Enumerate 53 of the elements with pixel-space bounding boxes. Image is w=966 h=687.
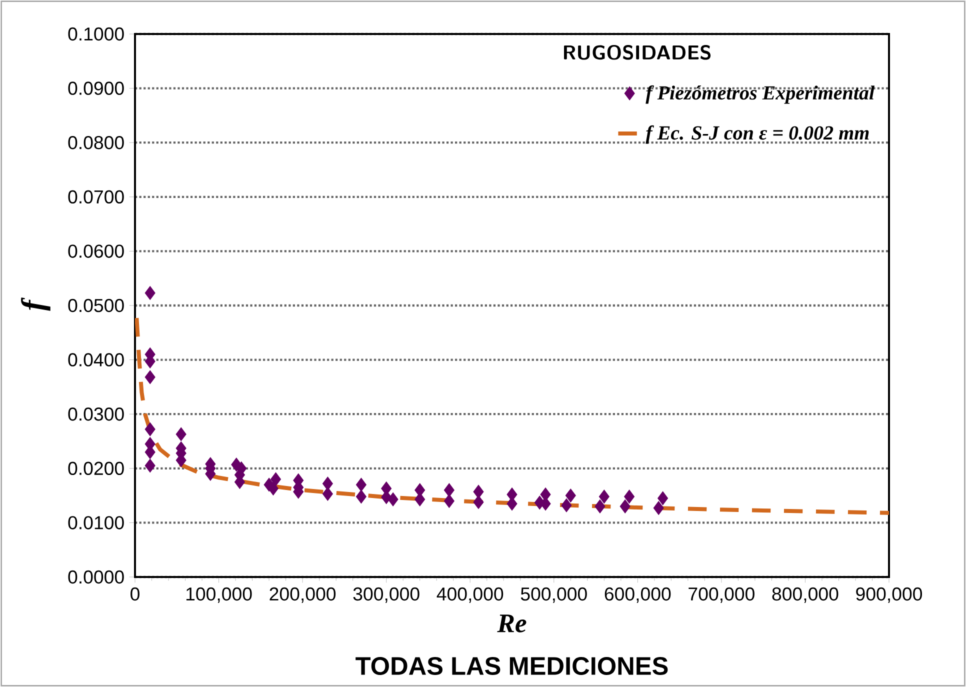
y-tick-label: 0.0200 [68, 462, 124, 476]
x-tick-label: 900,000 [856, 587, 922, 603]
point [620, 499, 630, 514]
y-tick-label: 0.0300 [68, 407, 124, 421]
x-axis-title: Re [497, 614, 526, 632]
point [144, 422, 156, 436]
point [176, 427, 186, 442]
point [388, 492, 398, 506]
point [473, 484, 484, 499]
text: TODAS LAS MEDICIONES [356, 657, 668, 675]
point [534, 496, 545, 510]
point [444, 483, 454, 498]
x-tick-label: 300,000 [353, 587, 420, 603]
point [356, 478, 366, 492]
point [144, 458, 156, 473]
y-tick-label: 0.0900 [68, 82, 124, 95]
legend-label: f Ec. S-J con ε = 0.002 mm [646, 125, 869, 144]
point [322, 476, 333, 491]
x-tick-label: 200,000 [270, 587, 336, 603]
x-tick-label: 800,000 [772, 587, 838, 603]
y-tick-label: 0.0800 [68, 136, 124, 150]
y-tick-label: 0.0100 [68, 516, 124, 530]
point [144, 370, 156, 384]
y-tick-label: 0.1000 [68, 27, 124, 41]
point [594, 499, 606, 514]
point [565, 488, 576, 502]
point [598, 490, 610, 504]
x-tick-label: 0 [130, 587, 140, 601]
legend-title: RUGOSIDADES [564, 45, 711, 60]
x-tick-label: 600,000 [604, 587, 671, 603]
point [144, 286, 156, 300]
point [268, 482, 279, 496]
point [473, 495, 484, 510]
y-axis-title: f [21, 298, 50, 311]
x-tick-label: 400,000 [436, 587, 504, 603]
x-tick-label: 700,000 [688, 587, 754, 603]
point [658, 491, 668, 506]
point [561, 498, 572, 512]
point [356, 490, 366, 504]
y-tick-label: 0.0700 [68, 190, 124, 204]
point [270, 472, 282, 486]
legend-label: f Piezómetros Experimental [646, 85, 875, 104]
y-tick-label: 0.0000 [68, 570, 124, 584]
y-tick-label: 0.0500 [68, 298, 124, 312]
x-tick-label: 100,000 [186, 587, 252, 603]
y-tick-label: 0.0400 [68, 353, 124, 366]
y-tick-label: 0.0600 [68, 244, 124, 258]
x-tick-label: 500,000 [520, 587, 587, 603]
point [653, 501, 664, 515]
line-series [135, 316, 889, 515]
point [624, 490, 635, 504]
point [322, 486, 333, 501]
point [444, 494, 454, 508]
